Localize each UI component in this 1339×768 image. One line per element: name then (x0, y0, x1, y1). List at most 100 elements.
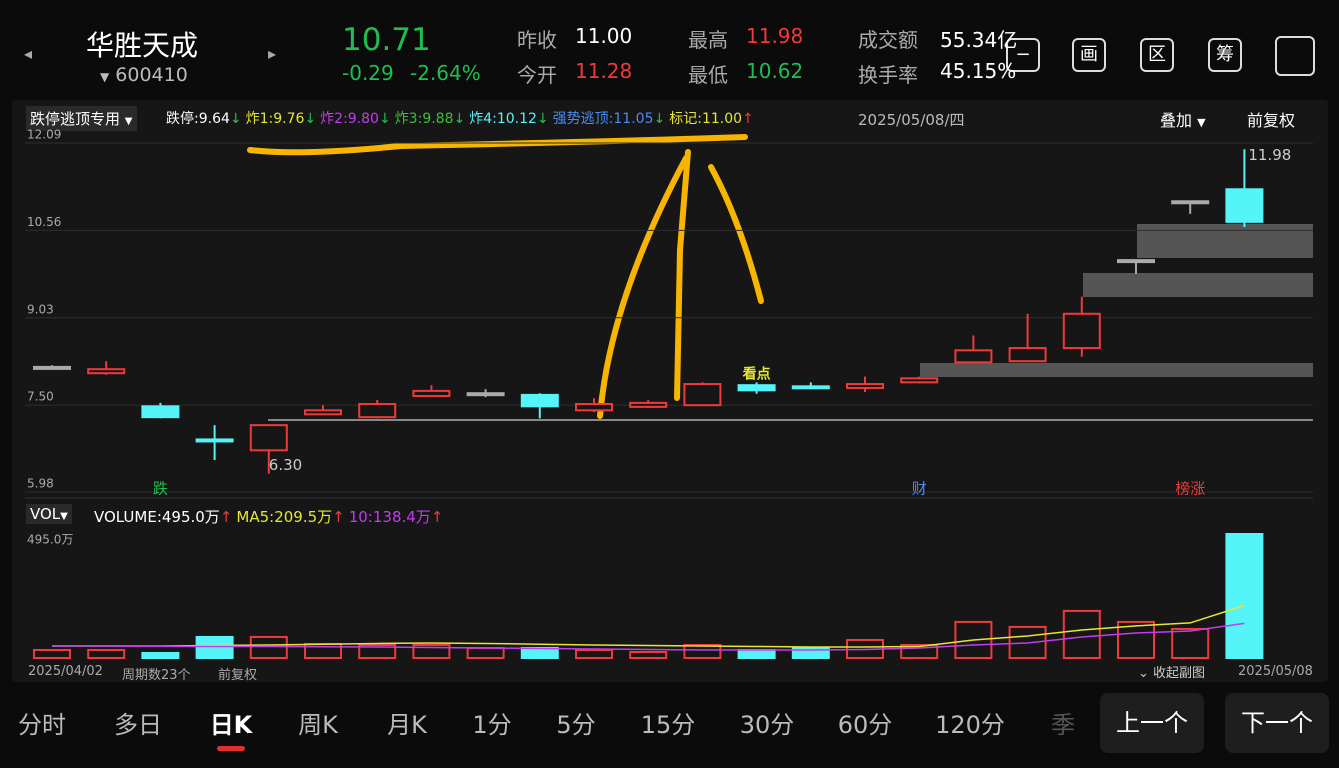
support-zones (25, 224, 1313, 499)
price: 10.71 (342, 22, 431, 58)
event-marker: 跌 (153, 480, 168, 498)
vol-selector[interactable]: VOL▼ (26, 504, 72, 524)
code: 600410 (115, 64, 188, 86)
tab[interactable]: 1分 (472, 711, 512, 739)
next-stock[interactable]: ▸ (268, 44, 277, 63)
tool-icon[interactable] (1275, 36, 1315, 76)
volume-bar (249, 635, 288, 660)
tool-icon[interactable]: − (1006, 38, 1040, 72)
stat-label: 昨收 (517, 28, 557, 52)
volume-bar (358, 643, 397, 660)
vol-legend: VOLUME:495.0万↑ MA5:209.5万↑ 10:138.4万↑ (94, 506, 447, 527)
volume-bar (141, 651, 180, 660)
stat-value: 11.28 (575, 59, 633, 83)
indicator-values: 跌停:9.64↓ 炸1:9.76↓ 炸2:9.80↓ 炸3:9.88↓ 炸4:10.12… (166, 108, 758, 128)
stat-label: 最低 (688, 63, 728, 87)
dropdown-icon[interactable]: ▼ (100, 70, 110, 84)
indicator-arrow: ↓ (229, 111, 242, 127)
indicator-label: 炸3: (394, 111, 423, 127)
candle-body (629, 401, 668, 408)
chart-panel (12, 100, 1328, 682)
next-button[interactable]: 下一个 (1225, 693, 1329, 753)
tool-icon[interactable]: 画 (1072, 38, 1106, 72)
collapse[interactable]: ⌄ 收起副图 (1138, 662, 1205, 681)
ma-line (52, 622, 1245, 651)
periods: 周期数23个 (122, 668, 191, 683)
chart: 12.09 10.56 9.03 7.50 5.98 跌 6.30 看点财 榜涨 11.98 495… (25, 128, 1313, 660)
candle-body (33, 365, 71, 370)
candle-body (412, 389, 451, 398)
low-label: 6.30 (269, 456, 302, 474)
candle-body (87, 368, 126, 375)
tool-icon[interactable]: 筹 (1208, 38, 1242, 72)
tab-indicator (217, 746, 245, 751)
dropdown-icon: ▼ (1197, 116, 1206, 129)
indicator-label: 强势逃顶: (552, 111, 614, 127)
indicator-label: 标记: (669, 111, 702, 127)
tab[interactable]: 分时 (18, 711, 66, 739)
change: -0.29 (342, 61, 394, 85)
volume-bar (195, 635, 234, 660)
tab[interactable]: 季 (1051, 711, 1075, 739)
legend-title: VOLUME:495.0万 (94, 508, 220, 526)
candle-body (141, 405, 180, 419)
candle-body (791, 385, 830, 390)
adjust[interactable]: 前复权 (1247, 111, 1296, 130)
stat-value: 55.34亿 (940, 28, 1018, 52)
prev-button[interactable]: 上一个 (1100, 693, 1204, 753)
hand-annotation (247, 134, 764, 419)
candle-body (466, 392, 505, 397)
candle-body (1117, 259, 1155, 264)
tab[interactable]: 5分 (556, 711, 596, 739)
candle-body (575, 403, 613, 412)
tab[interactable]: 周K (298, 711, 338, 739)
indicator-arrow: ↓ (653, 111, 666, 127)
arrow-stroke (708, 164, 764, 304)
volume-bar (1171, 627, 1210, 659)
underline (247, 134, 748, 156)
dropdown-icon: ▼ (60, 511, 68, 522)
candle-body (249, 424, 288, 452)
indicator-selector[interactable]: 跌停逃顶专用 ▼ (26, 106, 137, 131)
tool-icon[interactable]: 区 (1140, 38, 1174, 72)
legend-arrow: ↑ (430, 508, 444, 526)
indicator-arrow: ↓ (304, 111, 317, 127)
stat-value: 11.98 (746, 24, 804, 48)
prev-stock[interactable]: ◂ (24, 44, 33, 63)
tab[interactable]: 60分 (837, 711, 893, 739)
indicator-value: 9.64 (198, 111, 230, 127)
y-tick-label: 12.09 (27, 128, 61, 142)
candle-body (195, 438, 234, 443)
y-tick-label: 7.50 (27, 390, 54, 404)
candle-body (520, 393, 559, 408)
overlay[interactable]: 叠加 ▼ (1160, 107, 1206, 131)
stat-value: 10.62 (746, 59, 804, 83)
volume-bar (737, 648, 776, 659)
overlay-label: 叠加 (1160, 111, 1193, 130)
dropdown-icon: ▼ (124, 116, 133, 127)
stat-label: 最高 (688, 28, 728, 52)
candle-body (900, 377, 939, 384)
volume-bar (1225, 533, 1264, 659)
tab[interactable]: 日K (209, 711, 253, 739)
tab[interactable]: 多日 (114, 711, 162, 739)
tab[interactable]: 30分 (739, 711, 795, 739)
candle-body (954, 349, 993, 364)
end-date: 2025/05/08 (1238, 664, 1313, 679)
volume-bar (33, 648, 71, 659)
indicator-value: 9.88 (422, 111, 454, 127)
indicator-value: 9.80 (347, 111, 379, 127)
stock-code: ▼ 600410 (100, 64, 188, 86)
indicator-arrow: ↓ (536, 111, 549, 127)
legend-arrow: ↑ (332, 508, 345, 526)
candle-body (1225, 188, 1264, 223)
tab[interactable]: 15分 (640, 711, 696, 739)
y-tick-label: 5.98 (27, 477, 54, 491)
event-marker: 财 (912, 480, 927, 498)
tab[interactable]: 月K (387, 711, 427, 739)
indicator-label: 炸2: (320, 111, 348, 127)
volume-bar (629, 650, 668, 659)
tab[interactable]: 120分 (935, 711, 1005, 739)
